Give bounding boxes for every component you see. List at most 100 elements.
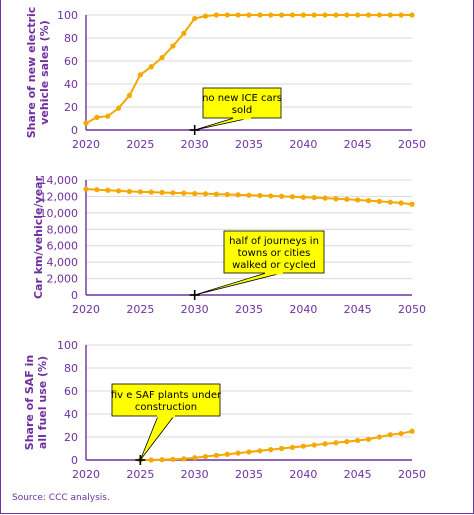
x-tick-label: 2045 <box>344 468 372 481</box>
data-point <box>170 456 176 462</box>
data-point <box>94 114 100 120</box>
data-point <box>116 105 122 111</box>
y-axis-title: Car km/vehicle/year <box>32 175 45 299</box>
data-point <box>279 445 285 452</box>
data-point <box>94 187 100 193</box>
chart-panel-2: 0 2,000 4,000 6,000 8,000 10,000 12,000 14,000 2… <box>32 174 426 316</box>
data-point <box>126 92 133 99</box>
data-point <box>409 201 415 207</box>
callout-pointer <box>194 272 283 296</box>
data-point <box>289 12 296 18</box>
data-point <box>311 12 317 18</box>
callout-text: half of journeys in <box>229 236 319 247</box>
callout-text: no new ICE cars <box>202 93 282 104</box>
callout-text: fiv e SAF plants under <box>111 390 222 401</box>
data-point <box>311 195 317 201</box>
y-axis-title: Share of SAF inall fuel use (%) <box>23 355 49 450</box>
callout-joint <box>233 116 251 120</box>
x-tick-label: 2050 <box>398 468 426 481</box>
y-axis-title: Share of new electricvehicle sales (%) <box>25 7 51 139</box>
data-point <box>333 196 339 202</box>
data-point <box>181 190 187 196</box>
data-point <box>148 64 154 70</box>
y-tick-label: 2,000 <box>47 273 79 286</box>
data-point <box>159 189 165 196</box>
data-point <box>170 190 176 196</box>
y-tick-label: 100 <box>57 339 78 352</box>
x-tick-label: 2025 <box>126 468 154 481</box>
data-point <box>213 191 219 197</box>
data-point <box>387 199 393 205</box>
data-point <box>355 12 361 18</box>
data-point <box>105 187 111 193</box>
x-tick-label: 2025 <box>126 303 154 316</box>
callout-box <box>223 230 325 274</box>
data-point <box>224 12 230 18</box>
data-point <box>235 192 241 198</box>
callout-pointer <box>139 415 175 461</box>
data-point <box>355 197 361 203</box>
y-tick-label: 60 <box>64 385 78 398</box>
data-point <box>376 12 382 18</box>
data-point <box>311 442 317 448</box>
data-point <box>300 12 306 18</box>
data-point <box>192 190 198 197</box>
data-point <box>202 191 209 197</box>
x-tick-label: 2030 <box>181 138 209 151</box>
y-tick-label: 40 <box>64 78 78 91</box>
data-point <box>268 12 274 18</box>
data-point <box>398 200 404 206</box>
data-point <box>192 15 198 22</box>
y-tick-label: 80 <box>64 362 78 375</box>
callout-pointer <box>194 117 251 131</box>
data-point <box>409 12 415 18</box>
data-point <box>257 448 263 454</box>
data-point <box>289 194 296 200</box>
data-point <box>116 188 122 194</box>
data-point <box>376 198 382 204</box>
data-point <box>300 194 306 200</box>
data-point <box>279 12 285 18</box>
data-point <box>213 452 219 458</box>
data-point <box>289 444 296 450</box>
source-note: Source: CCC analysis. <box>12 493 110 503</box>
data-point <box>246 12 252 18</box>
x-tick-label: 2025 <box>126 138 154 151</box>
data-point <box>246 192 252 198</box>
data-point <box>126 188 133 195</box>
data-point <box>159 457 165 463</box>
x-tick-label: 2050 <box>398 138 426 151</box>
data-point <box>409 428 415 434</box>
x-tick-label: 2035 <box>235 468 263 481</box>
data-point <box>137 189 143 195</box>
series-line <box>140 430 413 461</box>
data-point <box>333 12 339 18</box>
data-point <box>213 12 219 18</box>
data-point <box>387 12 393 18</box>
callout-box <box>202 87 282 119</box>
data-point <box>376 434 382 440</box>
callout-text: sold <box>232 105 252 116</box>
x-tick-label: 2035 <box>235 303 263 316</box>
data-point <box>365 12 372 18</box>
y-tick-label: 14,000 <box>40 174 79 187</box>
data-point <box>344 12 350 18</box>
data-point <box>322 441 328 447</box>
callout-joint <box>265 271 283 275</box>
y-tick-label: 6,000 <box>47 240 79 253</box>
y-axis-title-line: Car km/vehicle/year <box>32 175 45 299</box>
y-axis-title-line: vehicle sales (%) <box>38 20 51 124</box>
callout-text: towns or cities <box>238 248 311 259</box>
callout-joint <box>157 414 175 418</box>
data-point <box>387 432 393 438</box>
x-tick-label: 2040 <box>289 468 317 481</box>
data-point <box>322 12 328 18</box>
callout-text: construction <box>135 402 197 413</box>
y-tick-label: 40 <box>64 408 78 421</box>
data-point <box>192 455 198 461</box>
data-point <box>181 456 187 462</box>
data-point <box>235 12 241 18</box>
